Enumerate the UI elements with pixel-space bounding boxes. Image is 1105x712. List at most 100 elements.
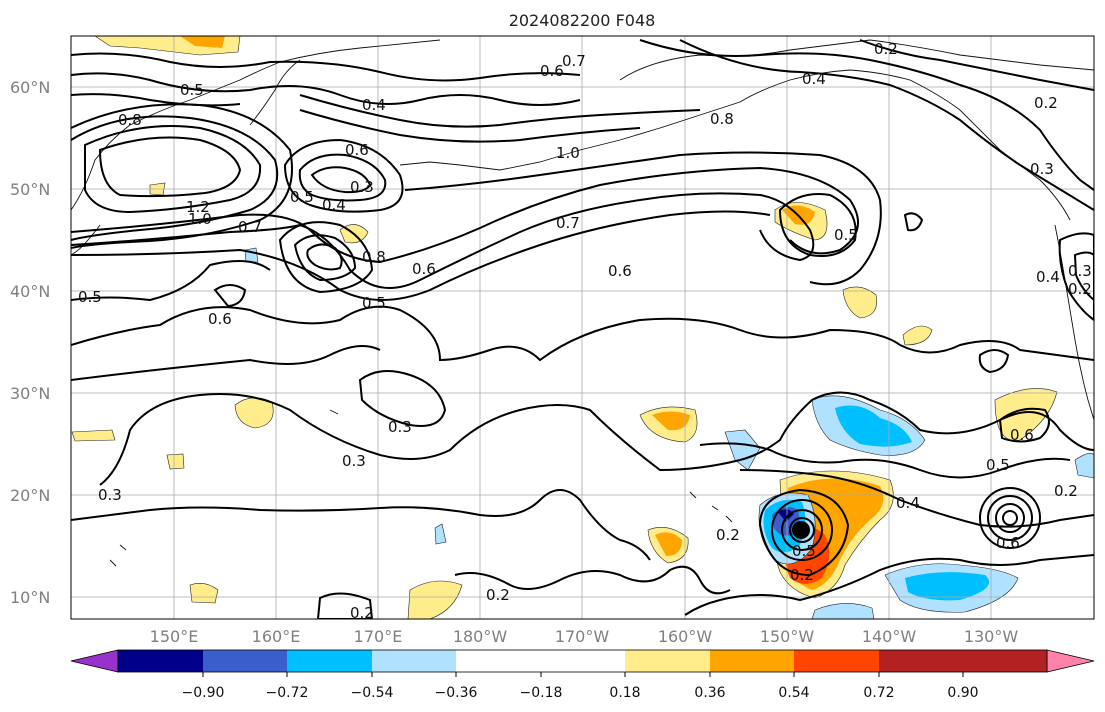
colorbar-right-extension <box>1046 649 1095 673</box>
lon-label: 130°W <box>964 627 1019 646</box>
shade-neg-g <box>244 247 259 263</box>
colorbar: −0.90 −0.72 −0.54 −0.36 −0.18 0.18 0.36 … <box>70 649 1095 701</box>
contour-label: 0.5 <box>290 188 314 206</box>
contour-label: 0.2 <box>1034 94 1058 112</box>
contour-upper-06 <box>71 93 241 107</box>
contour-low-ring-3 <box>995 503 1026 533</box>
contour-upper-08 <box>299 109 641 143</box>
contour-label: 1.0 <box>188 210 212 228</box>
contour-label: 0.4 <box>362 96 386 114</box>
contour-03-a <box>358 370 447 427</box>
shade-top-left-core <box>180 36 225 48</box>
colorbar-tick-label: 0.18 <box>609 685 640 701</box>
contour-label: 0.8 <box>710 110 734 128</box>
contour-label: 1.2 <box>186 198 210 216</box>
contour-label-layer: 0.5 0.8 0.4 0.6 0.7 0.2 0.4 0.2 0.8 1.0 … <box>78 40 1092 622</box>
contour-label: 0.8 <box>118 111 142 129</box>
coast-kamchatka <box>249 59 301 126</box>
colorbar-tick-label: 0.72 <box>863 685 894 701</box>
contour-label: 0.2 <box>716 526 740 544</box>
latitude-labels: 60°N 50°N 40°N 30°N 20°N 10°N <box>10 78 50 607</box>
shade-d <box>842 286 877 319</box>
contour-ring-a2 <box>298 153 387 202</box>
contour-low-ring-1 <box>979 487 1042 549</box>
shade-neg-b <box>724 429 761 471</box>
contour-long-06 <box>71 260 271 302</box>
colorbar-left-extension <box>70 649 119 673</box>
colorbar-tick-label: −0.36 <box>435 685 478 701</box>
colorbar-segment <box>879 650 963 672</box>
contour-low-ring-2 <box>987 495 1034 541</box>
shade-neg-c-core <box>905 572 990 601</box>
contour-label: 0.8 <box>362 248 386 266</box>
contour-long-04 <box>71 345 381 381</box>
contour-label: 0.2 <box>486 586 510 604</box>
contour-big-high-2 <box>71 103 293 249</box>
colorbar-outline <box>117 649 1048 673</box>
contour-long-05 <box>71 305 1094 362</box>
contour-big-high-3 <box>84 125 262 214</box>
contour-label: 0.5 <box>180 81 204 99</box>
contour-upper-04 <box>71 52 581 82</box>
contour-label: 0.6 <box>412 260 436 278</box>
contour-label: 0.2 <box>874 40 898 58</box>
contour-label: 0.3 <box>350 178 374 196</box>
contour-storm-2 <box>781 509 824 551</box>
contour-upper-right-2 <box>679 39 1094 211</box>
colorbar-segment <box>794 650 879 672</box>
contour-label: 0.3 <box>1068 262 1092 280</box>
contour-02-b <box>316 592 374 619</box>
contour-label: 0.2 <box>1054 482 1078 500</box>
contour-label: 0.5 <box>792 542 816 560</box>
contour-label: 0.5 <box>834 226 858 244</box>
shade-neg-f <box>434 523 447 545</box>
shade-neg-e <box>1074 453 1094 479</box>
colorbar-segment <box>963 650 1047 672</box>
lat-label: 60°N <box>10 78 50 97</box>
coastlines <box>71 39 1094 567</box>
contour-jet-4 <box>404 151 882 286</box>
lon-label: 150°W <box>760 627 815 646</box>
shade-l <box>407 580 463 619</box>
colorbar-segment <box>372 650 456 672</box>
colorbar-segment <box>287 650 372 672</box>
storm-center-marker <box>792 521 810 539</box>
colorbar-segment <box>456 650 541 672</box>
contour-label: 0.4 <box>802 70 826 88</box>
lat-label: 40°N <box>10 282 50 301</box>
colorbar-tick-label: −0.54 <box>351 685 394 701</box>
contour-02-d <box>684 554 1094 616</box>
shade-j-core <box>655 532 682 556</box>
contour-storm-4 <box>758 488 850 577</box>
lon-label: 150°E <box>150 627 199 646</box>
contour-small-b <box>903 212 924 232</box>
colorbar-segment <box>625 650 710 672</box>
coast-alaska <box>739 69 1071 221</box>
contour-label: 0.7 <box>556 214 580 232</box>
contour-storm-1 <box>771 499 834 561</box>
contour-03-b <box>99 393 741 486</box>
contours <box>71 39 1094 619</box>
shade-k <box>189 583 219 604</box>
contour-label: 0.5 <box>78 288 102 306</box>
contour-label: 0.4 <box>1036 268 1060 286</box>
contour-big-high <box>71 115 279 241</box>
colorbar-tick-label: −0.18 <box>520 685 563 701</box>
contour-big-high-4 <box>98 136 242 198</box>
longitude-labels: 150°E 160°E 170°E 180°W 170°W 160°W 150°… <box>150 627 1019 646</box>
contour-label: 0.2 <box>790 566 814 584</box>
contour-06-small <box>998 407 1050 443</box>
lon-label: 160°W <box>658 627 713 646</box>
contour-03-c <box>739 391 1094 461</box>
contour-02-a <box>71 489 651 561</box>
map-frame <box>70 35 1095 620</box>
contour-label: 0.3 <box>388 418 412 436</box>
contour-02-c <box>454 565 731 595</box>
contour-label: 0.2 <box>1068 280 1092 298</box>
colorbar-ticks <box>202 672 964 677</box>
coast-alaska-north <box>619 39 1094 81</box>
contour-jet-1 <box>71 192 815 289</box>
lon-label: 170°W <box>555 627 610 646</box>
contour-label: 0.6 <box>996 534 1020 552</box>
